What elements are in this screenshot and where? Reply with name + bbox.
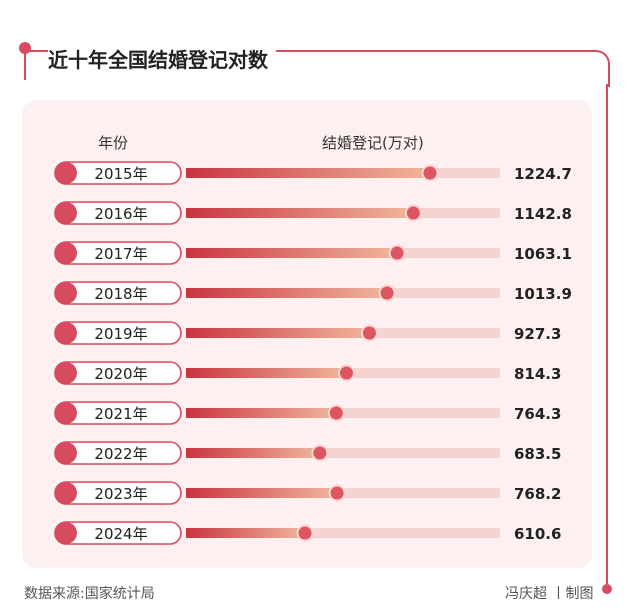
- year-pill-dot: [55, 402, 77, 424]
- year-pill-dot: [55, 442, 77, 464]
- bar-end-marker: [296, 524, 314, 542]
- year-column-header: 年份: [98, 134, 129, 152]
- year-label: 2018年: [94, 285, 147, 303]
- bar-fill: [186, 448, 320, 458]
- year-pill-dot: [55, 322, 77, 344]
- data-source: 数据来源:国家统计局: [24, 586, 155, 602]
- bar-end-marker: [337, 364, 355, 382]
- year-label: 2021年: [94, 405, 147, 423]
- value-column-header: 结婚登记(万对): [322, 134, 424, 152]
- value-label: 610.6: [514, 525, 561, 543]
- year-label: 2016年: [94, 205, 147, 223]
- value-label: 768.2: [514, 485, 561, 503]
- value-label: 927.3: [514, 325, 561, 343]
- year-label: 2022年: [94, 445, 147, 463]
- bar-fill: [186, 368, 347, 378]
- bar-end-marker: [378, 284, 396, 302]
- bar-fill: [186, 328, 370, 338]
- year-label: 2023年: [94, 485, 147, 503]
- value-label: 764.3: [514, 405, 561, 423]
- year-pill-dot: [55, 202, 77, 224]
- year-label: 2015年: [94, 165, 147, 183]
- bar-end-marker: [327, 404, 345, 422]
- bar-end-marker: [404, 204, 422, 222]
- year-pill-dot: [55, 162, 77, 184]
- frame-end-dot: [602, 584, 612, 594]
- bar-fill: [186, 408, 337, 418]
- bar-end-marker: [328, 484, 346, 502]
- year-label: 2017年: [94, 245, 147, 263]
- year-label: 2019年: [94, 325, 147, 343]
- year-pill-dot: [55, 282, 77, 304]
- year-label: 2020年: [94, 365, 147, 383]
- chart-title: 近十年全国结婚登记对数: [48, 44, 276, 73]
- bar-end-marker: [421, 164, 439, 182]
- frame-start-dot: [19, 42, 31, 54]
- bar-fill: [186, 208, 414, 218]
- bar-fill: [186, 488, 338, 498]
- value-label: 1224.7: [514, 165, 572, 183]
- bar-fill: [186, 528, 305, 538]
- bar-end-marker: [311, 444, 329, 462]
- value-label: 1142.8: [514, 205, 572, 223]
- year-pill-dot: [55, 482, 77, 504]
- bar-fill: [186, 168, 430, 178]
- bar-end-marker: [360, 324, 378, 342]
- year-pill-dot: [55, 242, 77, 264]
- bar-track: [186, 528, 500, 538]
- bar-fill: [186, 248, 398, 258]
- bar-fill: [186, 288, 388, 298]
- value-label: 1013.9: [514, 285, 572, 303]
- year-pill-dot: [55, 362, 77, 384]
- bar-track: [186, 448, 500, 458]
- frame-line-right: [606, 84, 608, 584]
- value-label: 814.3: [514, 365, 561, 383]
- year-label: 2024年: [94, 525, 147, 543]
- value-label: 683.5: [514, 445, 561, 463]
- value-label: 1063.1: [514, 245, 572, 263]
- frame-line-left: [24, 50, 26, 80]
- frame-line-top: [24, 50, 610, 87]
- bar-end-marker: [388, 244, 406, 262]
- year-pill-dot: [55, 522, 77, 544]
- chart-credit: 冯庆超 丨制图: [505, 586, 594, 602]
